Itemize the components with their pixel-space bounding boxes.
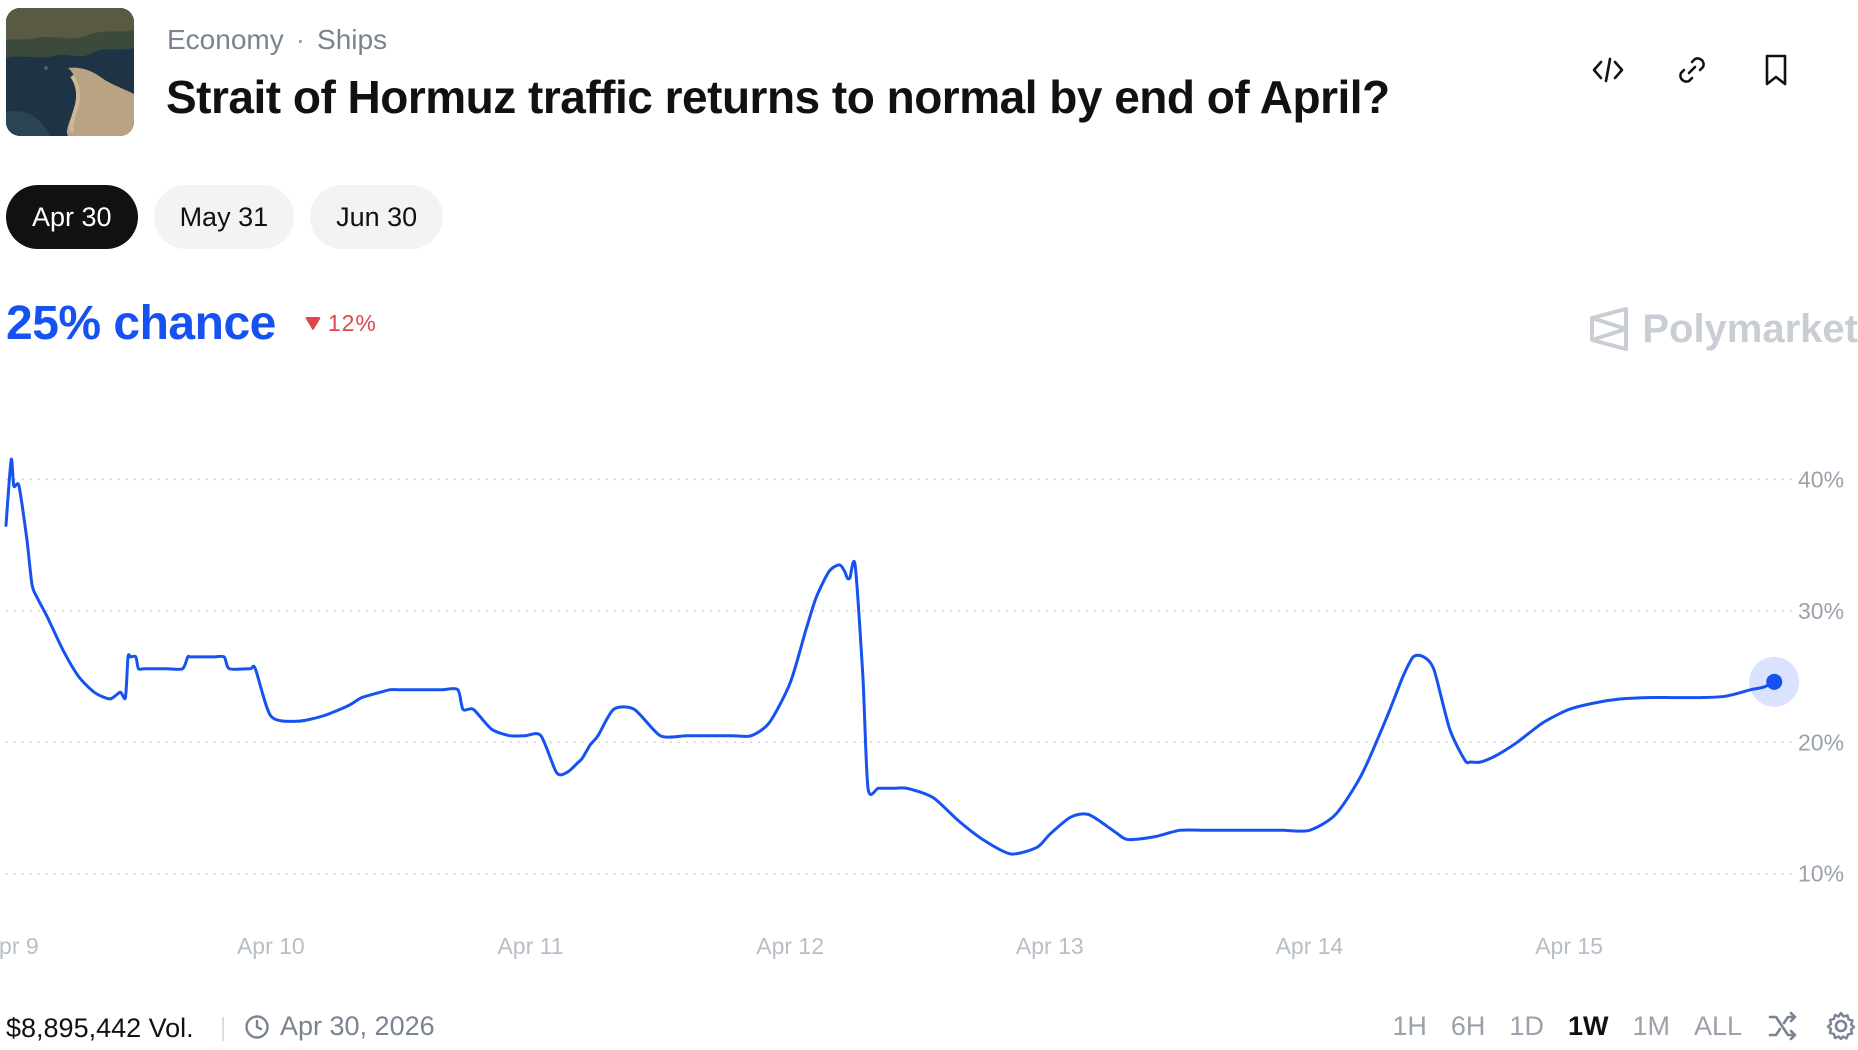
footer-divider [222, 1017, 224, 1041]
y-tick-label: 30% [1798, 598, 1844, 624]
price-chart[interactable]: 40% 30% 20% 10% Apr 9 Apr 10 Apr 11 Apr 12 Apr … [0, 440, 1858, 980]
series-line [4, 457, 1776, 856]
bookmark-icon[interactable] [1758, 52, 1794, 88]
shuffle-icon[interactable] [1766, 1009, 1800, 1043]
breadcrumb-separator: · [295, 24, 306, 55]
breadcrumb: Economy · Ships [167, 20, 387, 60]
tab-may-31[interactable]: May 31 [153, 185, 295, 249]
range-6h[interactable]: 6H [1450, 1010, 1486, 1041]
range-all[interactable]: ALL [1693, 1010, 1742, 1041]
x-tick-label: Apr 9 [0, 933, 39, 959]
brand-watermark: Polymarket [1588, 306, 1858, 352]
x-tick-label: Apr 13 [1016, 933, 1084, 959]
date-tabs: Apr 30 May 31 Jun 30 [6, 185, 444, 249]
volume: $8,895,442 Vol. [6, 1013, 194, 1043]
range-1h[interactable]: 1H [1392, 1010, 1427, 1041]
breadcrumb-subcategory[interactable]: Ships [317, 24, 388, 55]
time-range-selector: 1H 6H 1D 1W 1M ALL [1392, 1009, 1858, 1043]
code-embed-icon[interactable] [1590, 52, 1626, 88]
y-tick-label: 10% [1798, 861, 1844, 887]
latest-point[interactable] [1766, 673, 1783, 690]
chance-value: 25% chance [6, 297, 276, 350]
x-tick-label: Apr 14 [1276, 933, 1344, 959]
x-tick-label: Apr 12 [756, 933, 824, 959]
clock-icon [245, 1014, 269, 1039]
tab-apr-30[interactable]: Apr 30 [6, 185, 138, 249]
breadcrumb-category[interactable]: Economy [167, 24, 284, 55]
y-tick-label: 20% [1798, 729, 1844, 755]
tab-jun-30[interactable]: Jun 30 [310, 185, 444, 249]
y-tick-label: 40% [1798, 466, 1844, 492]
down-triangle-icon [305, 316, 321, 330]
range-1w[interactable]: 1W [1567, 1010, 1609, 1041]
brand-name: Polymarket [1642, 306, 1858, 351]
polymarket-logo-icon [1590, 307, 1629, 351]
x-tick-label: Apr 10 [237, 933, 305, 959]
end-date: Apr 30, 2026 [244, 1011, 435, 1042]
settings-gear-icon[interactable] [1824, 1009, 1858, 1043]
range-1m[interactable]: 1M [1632, 1010, 1670, 1041]
header-actions [1590, 52, 1794, 88]
range-1d[interactable]: 1D [1509, 1010, 1544, 1041]
x-tick-label: Apr 15 [1535, 933, 1603, 959]
x-tick-label: Apr 11 [497, 933, 563, 959]
end-date-value: Apr 30, 2026 [280, 1011, 435, 1041]
link-icon[interactable] [1674, 52, 1710, 88]
chance-change: 12% [304, 310, 377, 337]
page-title: Strait of Hormuz traffic returns to norm… [166, 71, 1390, 123]
chance-change-value: 12% [327, 310, 377, 336]
chart-footer: $8,895,442 Vol. Apr 30, 2026 1H 6H 1D 1W… [0, 1005, 1858, 1049]
chance-summary: 25% chance 12% [6, 296, 377, 351]
market-thumbnail [6, 8, 134, 136]
